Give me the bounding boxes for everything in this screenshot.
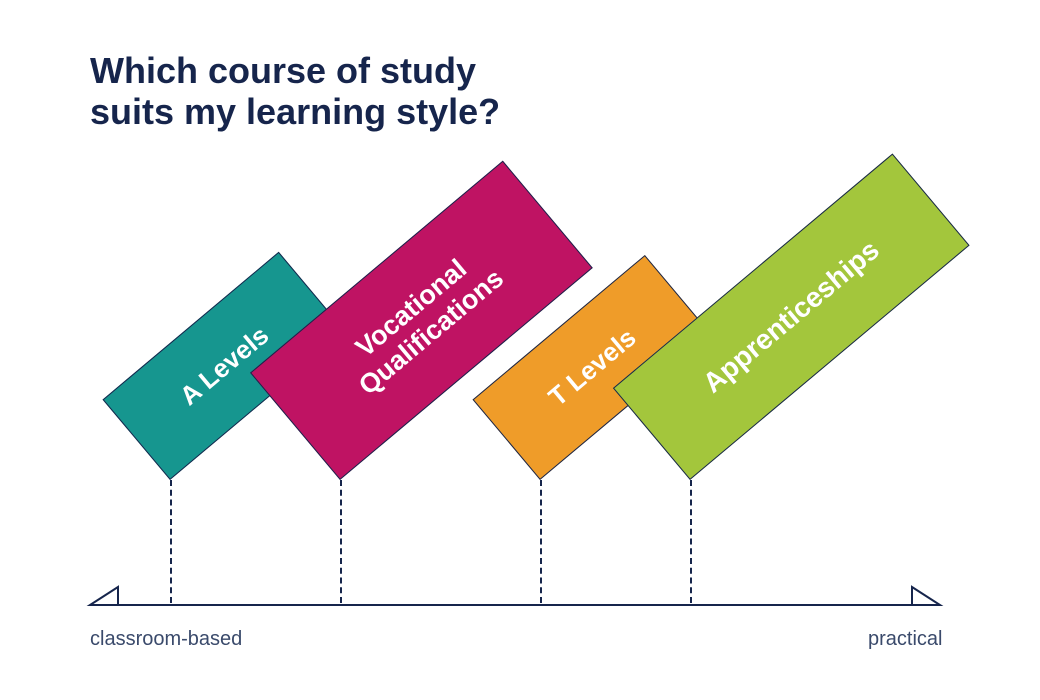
infographic-stage: { "background_color": "#ffffff", "title"… — [0, 0, 1040, 700]
infographic-title: Which course of study suits my learning … — [90, 50, 500, 133]
axis-line — [0, 583, 1040, 611]
axis-label-left: classroom-based — [90, 628, 242, 651]
course-label: Vocational Qualifications — [333, 239, 510, 401]
axis-label-right: practical — [868, 628, 942, 651]
course-label: Apprenticeships — [697, 234, 886, 400]
